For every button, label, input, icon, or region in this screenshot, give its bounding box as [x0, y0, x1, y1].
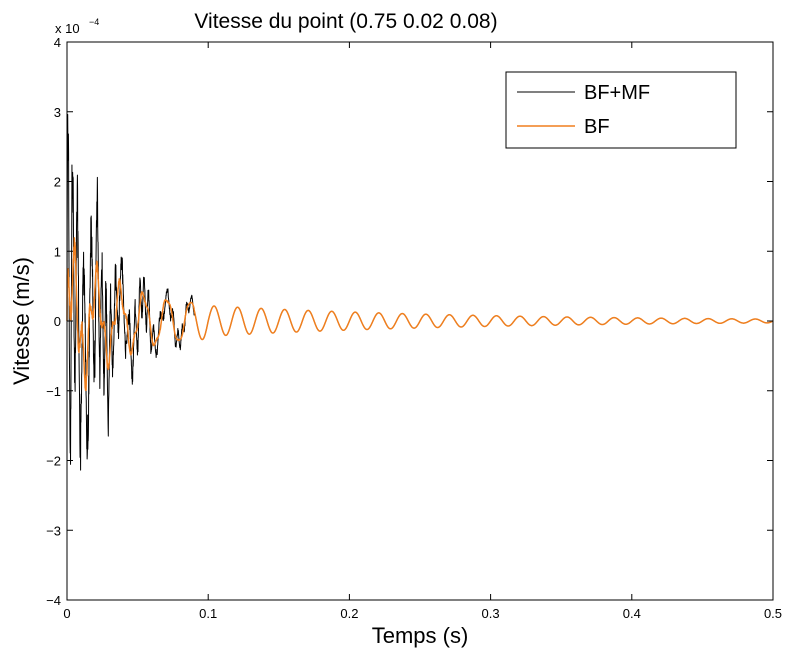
legend: BF+MF BF — [505, 71, 737, 149]
x-tick-label: 0.2 — [340, 606, 358, 621]
y-tick-label: −4 — [46, 593, 61, 608]
y-exponent-base: x 10 — [55, 21, 80, 36]
legend-label-bf-mf: BF+MF — [584, 82, 650, 104]
x-tick-label: 0.1 — [199, 606, 217, 621]
y-tick-label: −2 — [46, 454, 61, 469]
y-tick-label: −3 — [46, 523, 61, 538]
x-tick-label: 0.3 — [482, 606, 500, 621]
y-tick-label: −1 — [46, 384, 61, 399]
ticks-layer: 0 0.1 0.2 0.3 0.4 0.5 −4 −3 −2 −1 0 1 2 3 4 — [46, 35, 782, 621]
x-tick-label: 0.5 — [764, 606, 782, 621]
x-tick-label: 0.4 — [623, 606, 641, 621]
y-tick-label: 3 — [54, 105, 61, 120]
x-tick-label: 0 — [63, 606, 70, 621]
y-exponent: x 10 −4 — [55, 17, 99, 36]
legend-box — [505, 71, 737, 149]
y-exponent-power: −4 — [89, 17, 99, 27]
chart-title: Vitesse du point (0.75 0.02 0.08) — [194, 10, 497, 33]
y-tick-label: 0 — [54, 314, 61, 329]
y-axis-title: Vitesse (m/s) — [9, 257, 34, 385]
legend-label-bf: BF — [584, 116, 610, 138]
y-tick-label: 4 — [54, 35, 61, 50]
series-line-bf — [66, 237, 774, 392]
y-tick-label: 2 — [54, 175, 61, 190]
x-axis-title: Temps (s) — [372, 623, 469, 648]
series-layer — [66, 113, 774, 471]
y-tick-label: 1 — [54, 244, 61, 259]
